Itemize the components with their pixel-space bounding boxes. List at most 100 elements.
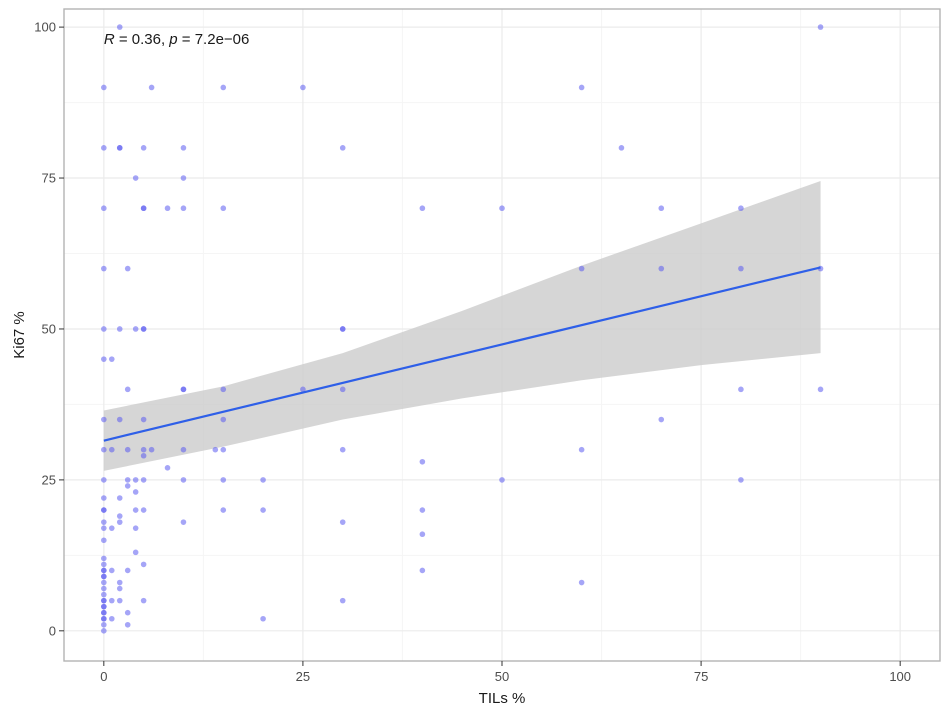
data-point [108, 615, 115, 622]
data-point [101, 525, 107, 531]
data-point [220, 477, 227, 483]
data-point [658, 205, 665, 212]
data-point [116, 579, 123, 586]
data-point [220, 84, 227, 91]
data-point [124, 386, 131, 393]
data-point [116, 495, 123, 501]
x-tick-label: 100 [889, 669, 911, 684]
data-point [164, 465, 171, 471]
data-point [116, 24, 123, 30]
data-point [101, 561, 107, 568]
data-point [164, 205, 171, 212]
data-point [618, 145, 625, 151]
y-tick-label: 50 [42, 321, 56, 336]
data-point [180, 519, 187, 525]
data-point [116, 326, 123, 332]
data-point [260, 615, 266, 622]
data-point [101, 621, 107, 628]
data-point [101, 591, 107, 598]
data-point [132, 549, 139, 556]
data-point [260, 477, 266, 483]
annotation-r-value: = 0.36, [115, 31, 170, 48]
data-point [101, 555, 107, 562]
confidence-band [103, 181, 821, 471]
data-point [116, 519, 123, 525]
y-tick-label: 25 [42, 472, 56, 487]
data-point [419, 458, 426, 465]
regression-line [103, 266, 821, 442]
y-tick-label: 75 [42, 171, 56, 186]
x-tick-label: 25 [296, 669, 310, 684]
data-point [124, 567, 131, 574]
data-point [140, 205, 147, 212]
data-point [260, 507, 266, 513]
data-point [101, 205, 107, 212]
data-point [101, 145, 107, 151]
data-point [339, 446, 346, 453]
data-point [738, 386, 744, 393]
data-point [101, 609, 107, 616]
correlation-annotation: R = 0.36, p = 7.2e−06 [104, 31, 250, 48]
data-point [101, 416, 107, 423]
x-tick-label: 0 [100, 669, 107, 684]
data-point [124, 446, 131, 453]
data-point [140, 597, 147, 604]
annotation-r-symbol: R [104, 31, 115, 48]
data-point [180, 145, 187, 151]
data-point [132, 525, 139, 531]
data-point [140, 561, 147, 568]
data-point [339, 386, 346, 393]
data-point [108, 356, 115, 362]
data-point [220, 507, 227, 513]
data-point [817, 386, 824, 393]
data-point [578, 579, 585, 586]
data-point [658, 265, 665, 272]
data-point [101, 573, 107, 580]
data-point [132, 175, 139, 181]
data-point [132, 326, 139, 332]
data-point [101, 477, 107, 483]
data-point [124, 265, 131, 272]
data-point [101, 628, 107, 634]
data-point [108, 597, 115, 604]
data-point [220, 205, 227, 212]
data-point [101, 507, 107, 513]
y-axis-title: Ki67 % [11, 311, 28, 359]
x-axis-title: TILs % [479, 690, 526, 707]
annotation-p-symbol: p [168, 31, 177, 48]
y-tick-label: 100 [34, 20, 56, 35]
data-point [101, 326, 107, 332]
data-point [339, 326, 346, 332]
data-point [101, 356, 107, 362]
data-point [124, 483, 131, 489]
data-point [101, 495, 107, 501]
data-point [817, 24, 824, 30]
data-point [140, 452, 147, 459]
data-point [140, 326, 147, 332]
data-point [499, 205, 505, 212]
data-point [180, 205, 187, 212]
data-point [499, 477, 505, 483]
data-point [220, 446, 227, 453]
data-point [132, 507, 139, 513]
data-point [108, 567, 115, 574]
data-point [300, 84, 306, 91]
annotation-p-value: = 7.2e−06 [178, 31, 250, 48]
data-point [339, 597, 346, 604]
data-point [140, 145, 147, 151]
data-point [132, 477, 139, 483]
data-point [180, 386, 187, 393]
data-point [108, 525, 115, 531]
data-point [124, 609, 131, 616]
data-point [101, 519, 107, 525]
data-point [419, 205, 426, 212]
data-point [578, 446, 585, 453]
data-point [101, 567, 107, 574]
data-point [220, 416, 227, 423]
data-point [116, 416, 123, 423]
data-point [578, 265, 585, 272]
x-tick-label: 50 [495, 669, 509, 684]
data-point [140, 416, 147, 423]
x-axis-ticks: 0 25 50 75 100 [100, 661, 911, 684]
data-point [140, 477, 147, 483]
